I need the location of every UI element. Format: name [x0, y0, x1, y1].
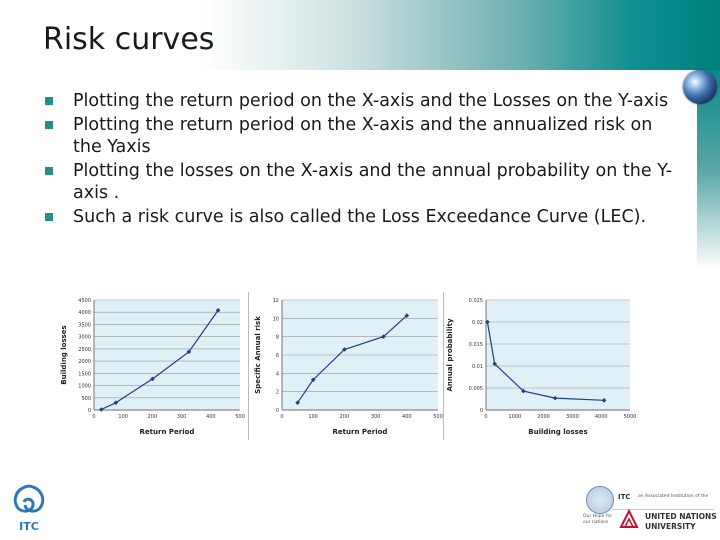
unu-mark-icon — [619, 508, 639, 528]
data-point — [485, 319, 490, 325]
x-tick-label: 4000 — [595, 414, 608, 420]
chart-probability-vs-losses: 0 0.005 0.01 0.015 0.02 0.025 0 1000 2000 3000 400… — [444, 292, 636, 444]
bullet-square-icon — [45, 213, 53, 221]
bullet-square-icon — [45, 97, 53, 105]
chart-svg: 0 500 1000 1500 2000 2500 3000 3500 4000 4500 0 100… — [60, 298, 245, 436]
un-emblem-icon — [586, 486, 614, 514]
y-tick-label: 0 — [480, 408, 483, 414]
y-tick-label: 0.01 — [472, 364, 483, 370]
bullet-item: Such a risk curve is also called the Los… — [45, 206, 685, 228]
associated-institution-label: an Associated Institution of the — [638, 494, 709, 499]
globe-icon — [683, 70, 717, 104]
bullet-item: Plotting the return period on the X-axis… — [45, 90, 685, 112]
x-tick-label: 400 — [206, 414, 216, 420]
x-tick-label: 0 — [92, 414, 95, 420]
y-tick-label: 0.005 — [469, 386, 483, 392]
x-tick-label: 3000 — [566, 414, 579, 420]
chart-svg: 0 0.005 0.01 0.015 0.02 0.025 0 1000 2000 3000 400… — [446, 298, 636, 436]
slide-title: Risk curves — [43, 22, 215, 57]
y-tick-label: 0.025 — [469, 298, 483, 304]
bullet-list: Plotting the return period on the X-axis… — [45, 90, 685, 230]
y-tick-label: 3500 — [78, 322, 91, 328]
x-tick-label: 5000 — [624, 414, 636, 420]
side-band — [697, 70, 720, 270]
y-tick-label: 2500 — [78, 347, 91, 353]
x-tick-label: 0 — [484, 414, 487, 420]
chart-svg: 0 2 4 6 8 10 12 0 100 200 300 400 500 Return Period Sp… — [254, 298, 443, 436]
chart-divider — [443, 292, 444, 440]
unu-name-line1: UNITED NATIONS — [645, 512, 717, 521]
x-tick-label: 300 — [371, 414, 381, 420]
y-tick-label: 10 — [273, 316, 279, 322]
x-axis-label: Building losses — [528, 428, 587, 436]
x-tick-label: 500 — [235, 414, 245, 420]
plot-area — [486, 300, 630, 410]
y-tick-label: 1000 — [78, 384, 91, 390]
y-tick-label: 0.015 — [469, 342, 483, 348]
data-point — [492, 361, 497, 367]
bullet-text: Plotting the losses on the X-axis and th… — [73, 161, 673, 203]
itc-logo-text: ITC — [19, 520, 39, 533]
logo-separator — [612, 509, 714, 510]
y-axis-label: Building losses — [60, 325, 68, 384]
x-tick-label: 1000 — [508, 414, 521, 420]
data-point — [521, 388, 526, 394]
bullet-item: Plotting the losses on the X-axis and th… — [45, 160, 685, 204]
x-tick-label: 500 — [433, 414, 443, 420]
itc-logo: ITC — [13, 484, 45, 533]
data-point — [601, 398, 607, 403]
data-point — [99, 407, 104, 412]
x-tick-label: 2000 — [537, 414, 550, 420]
y-tick-label: 0.02 — [472, 320, 483, 326]
tagline: Our Hope for our nations — [583, 514, 613, 525]
x-tick-label: 400 — [402, 414, 412, 420]
itc-small-label: ITC — [618, 493, 631, 501]
y-tick-label: 4 — [276, 371, 279, 377]
y-tick-label: 0 — [88, 408, 91, 414]
y-tick-label: 2 — [276, 390, 279, 396]
x-axis-label: Return Period — [333, 428, 388, 436]
chart-annual-risk-vs-return-period: 0 2 4 6 8 10 12 0 100 200 300 400 500 Return Period Sp… — [252, 292, 444, 444]
chart-losses-vs-return-period: 0 500 1000 1500 2000 2500 3000 3500 4000 4500 0 100… — [58, 292, 246, 444]
x-tick-label: 300 — [177, 414, 187, 420]
y-tick-label: 12 — [273, 298, 279, 304]
plot-area — [94, 300, 240, 410]
x-tick-label: 100 — [118, 414, 128, 420]
y-axis-label: Annual probability — [446, 318, 454, 391]
y-tick-label: 4000 — [78, 310, 91, 316]
y-tick-label: 0 — [276, 408, 279, 414]
bullet-text: Such a risk curve is also called the Los… — [73, 207, 647, 227]
y-tick-label: 2000 — [78, 359, 91, 365]
y-tick-label: 8 — [276, 335, 279, 341]
unu-name-line2: UNIVERSITY — [645, 522, 696, 531]
y-tick-label: 4500 — [78, 298, 91, 304]
bullet-text: Plotting the return period on the X-axis… — [73, 91, 669, 111]
data-point — [342, 347, 347, 352]
x-axis-label: Return Period — [140, 428, 195, 436]
bullet-item: Plotting the return period on the X-axis… — [45, 114, 685, 158]
x-tick-label: 0 — [280, 414, 283, 420]
x-tick-label: 200 — [340, 414, 350, 420]
y-axis-label: Specific Annual risk — [254, 316, 262, 394]
y-tick-label: 500 — [81, 396, 91, 402]
y-tick-label: 6 — [276, 353, 279, 359]
bullet-text: Plotting the return period on the X-axis… — [73, 115, 653, 157]
y-tick-label: 3000 — [78, 335, 91, 341]
data-point — [404, 313, 410, 318]
y-tick-label: 1500 — [78, 371, 91, 377]
bullet-square-icon — [45, 121, 53, 129]
header-band — [0, 0, 720, 70]
x-tick-label: 100 — [308, 414, 318, 420]
chart-divider — [248, 292, 249, 440]
bullet-square-icon — [45, 167, 53, 175]
x-tick-label: 200 — [148, 414, 158, 420]
